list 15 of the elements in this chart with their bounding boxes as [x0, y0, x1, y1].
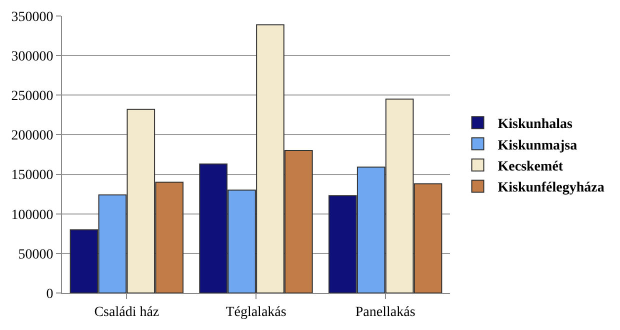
legend-label: Kiskunmajsa	[498, 138, 578, 154]
y-tick-label: 150000	[11, 168, 54, 184]
x-tick-label: Téglalakás	[226, 304, 286, 320]
y-tick-label: 250000	[11, 89, 54, 104]
legend-label: Kecskemét	[498, 159, 564, 174]
y-tick-label: 50000	[18, 247, 54, 262]
y-tick-label: 0	[46, 286, 54, 302]
y-tick-label: 300000	[11, 49, 54, 64]
x-tick-label: Panellakás	[355, 304, 416, 320]
y-tick-label: 200000	[11, 128, 54, 144]
legend-label: Kiskunhalas	[498, 117, 574, 132]
x-tick-label: Családi ház	[94, 304, 160, 320]
y-tick-label: 350000	[11, 10, 54, 25]
legend-label: Kiskunfélegyháza	[498, 180, 604, 196]
y-tick-label: 100000	[11, 208, 54, 223]
